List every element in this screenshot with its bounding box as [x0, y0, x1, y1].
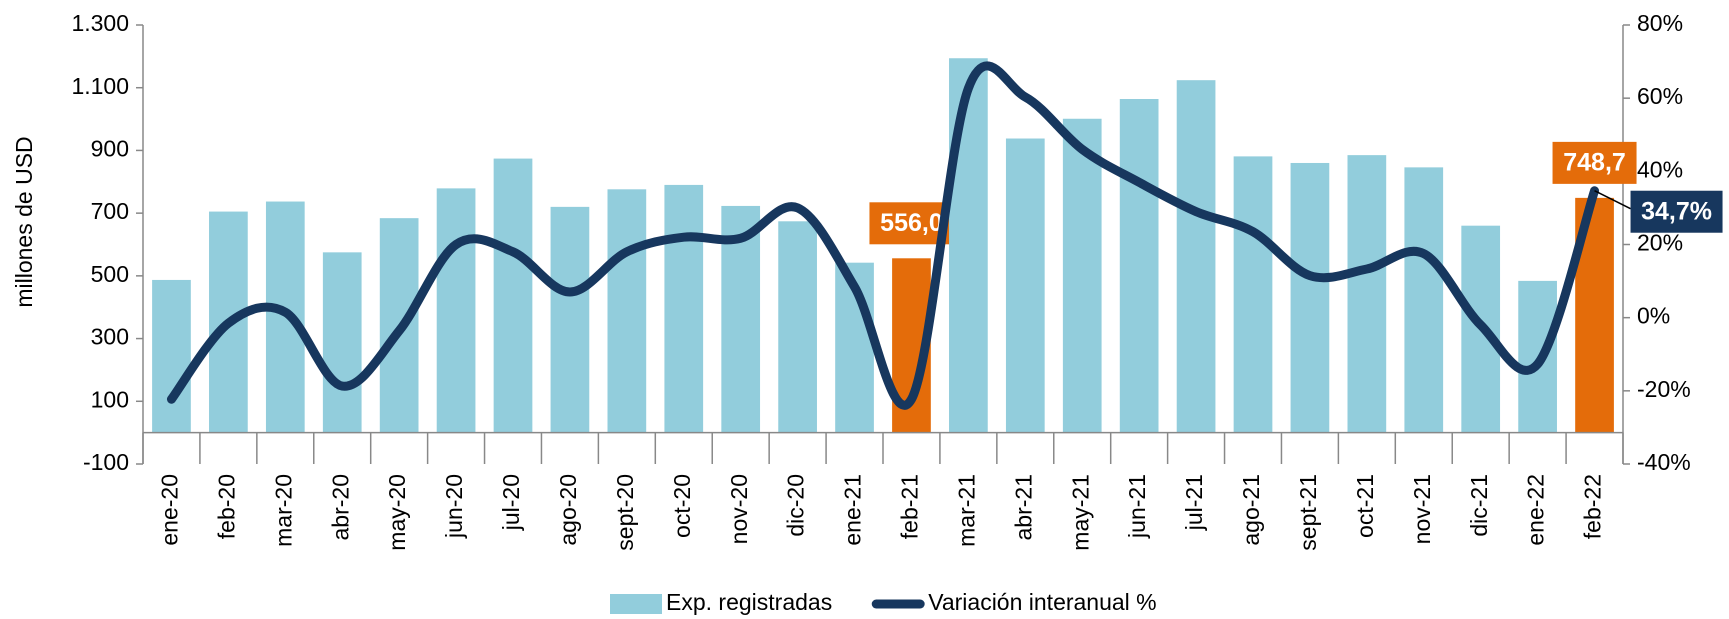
bar — [1233, 156, 1273, 433]
bar — [1347, 155, 1387, 433]
bar — [1005, 138, 1045, 433]
y-tick-label: 1.300 — [71, 10, 129, 36]
y-axis-title: millones de USD — [11, 136, 37, 307]
data-label-box — [1552, 141, 1637, 184]
bar — [949, 58, 988, 433]
data-label: 748,7 — [1563, 148, 1626, 176]
bar — [493, 158, 533, 433]
x-tick-label: nov-21 — [1409, 474, 1435, 544]
bar — [778, 221, 817, 433]
x-tick-label: abr-20 — [327, 474, 353, 540]
y-tick-label: 300 — [91, 324, 129, 350]
y2-tick-label: -40% — [1637, 449, 1691, 475]
x-tick-label: ene-21 — [840, 474, 866, 546]
y2-tick-label: -20% — [1637, 376, 1691, 402]
leader-line — [1594, 190, 1631, 210]
data-label: 556,0 — [880, 209, 943, 237]
x-tick-label: may-20 — [384, 474, 410, 551]
x-tick-label: ago-21 — [1238, 474, 1264, 546]
y-tick-label: 1.100 — [71, 73, 129, 99]
x-tick-label: oct-21 — [1352, 474, 1378, 538]
bar — [152, 279, 191, 433]
y2-tick-label: 20% — [1637, 230, 1683, 256]
x-tick-label: ene-22 — [1523, 474, 1549, 546]
y-tick-label: 900 — [91, 136, 129, 162]
y2-tick-label: 60% — [1637, 83, 1683, 109]
x-tick-label: feb-20 — [213, 474, 239, 539]
x-tick-label: mar-20 — [270, 474, 296, 547]
legend-swatch — [610, 594, 662, 614]
x-tick-label: oct-20 — [669, 474, 695, 538]
x-tick-label: ago-20 — [555, 474, 581, 546]
y-tick-label: 500 — [91, 261, 129, 287]
x-tick-label: dic-21 — [1466, 474, 1492, 537]
x-tick-label: dic-20 — [783, 474, 809, 537]
bar — [1119, 99, 1159, 433]
y-tick-label: 700 — [91, 198, 129, 224]
x-tick-label: nov-20 — [726, 474, 752, 544]
x-tick-label: feb-22 — [1580, 474, 1606, 539]
x-tick-label: jul-20 — [498, 474, 524, 531]
x-tick-label: jun-20 — [441, 474, 467, 539]
bar — [1062, 118, 1102, 433]
bar — [1404, 167, 1444, 433]
x-tick-label: jul-21 — [1181, 474, 1207, 531]
legend-label: Exp. registradas — [666, 589, 832, 615]
x-tick-label: may-21 — [1067, 474, 1093, 551]
y2-tick-label: 0% — [1637, 303, 1670, 329]
y2-tick-label: 80% — [1637, 10, 1683, 36]
bar — [664, 184, 704, 433]
bar — [1176, 80, 1216, 433]
bar — [607, 189, 647, 433]
y2-tick-label: 40% — [1637, 156, 1683, 182]
data-label-box — [1630, 190, 1723, 233]
bar — [1290, 162, 1330, 433]
x-tick-label: feb-21 — [897, 474, 923, 539]
x-tick-label: mar-21 — [953, 474, 979, 547]
x-tick-label: ene-20 — [157, 474, 183, 546]
bar — [550, 206, 590, 433]
line — [166, 61, 1600, 410]
x-tick-label: sept-21 — [1295, 474, 1321, 551]
bar — [322, 252, 362, 433]
x-tick-label: jun-21 — [1124, 474, 1150, 539]
legend-label: Variación interanual % — [928, 589, 1156, 615]
y-tick-label: -100 — [83, 449, 129, 475]
bar — [436, 188, 476, 433]
data-label: 34,7% — [1641, 197, 1712, 225]
x-tick-label: sept-20 — [612, 474, 638, 551]
y-tick-label: 100 — [91, 386, 129, 412]
x-tick-label: abr-21 — [1010, 474, 1036, 540]
